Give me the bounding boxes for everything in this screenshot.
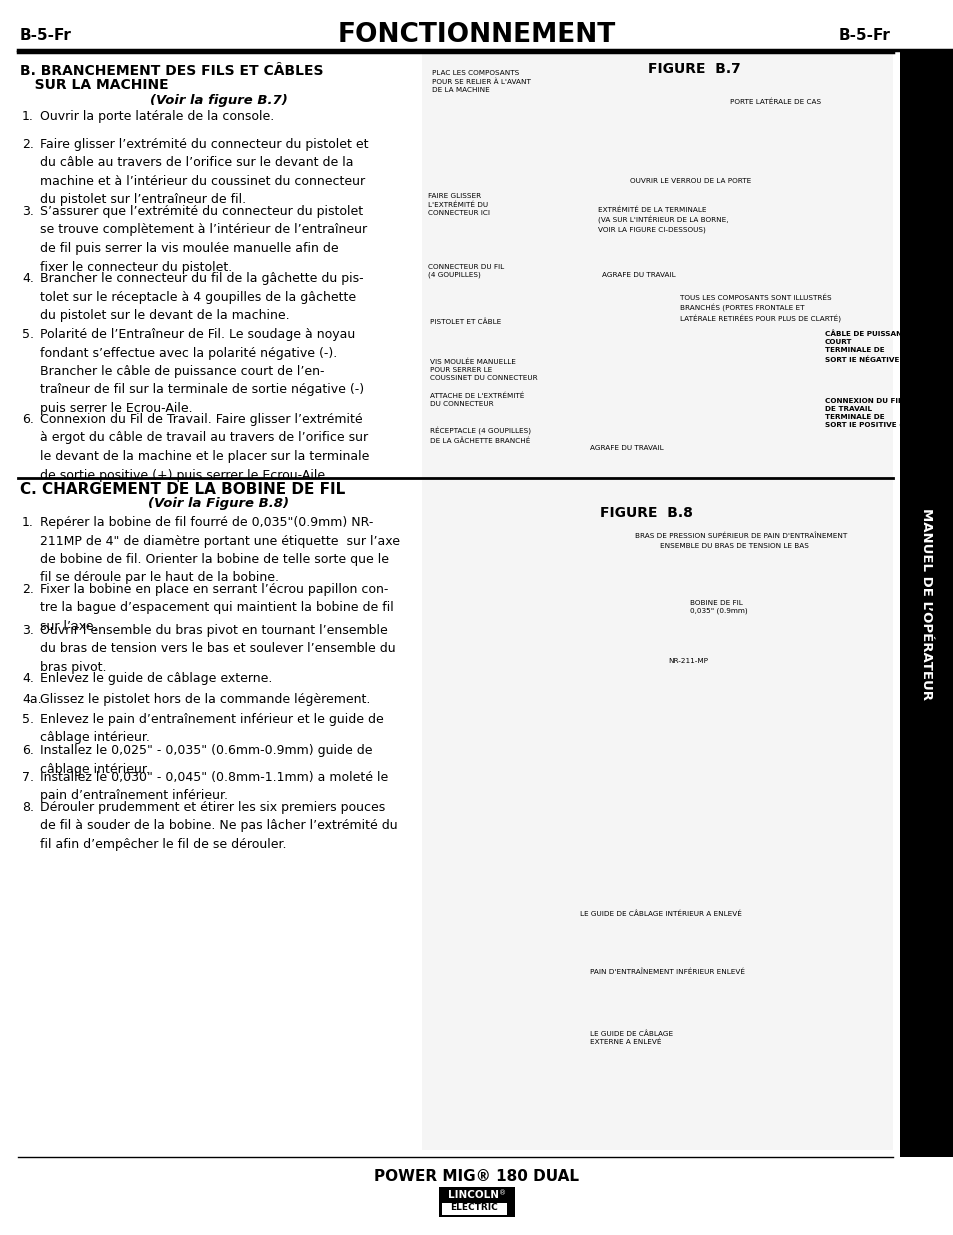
- Text: CONNEXION DU FIL
DE TRAVAIL
TERMINALE DE
SORT IE POSITIVE (+): CONNEXION DU FIL DE TRAVAIL TERMINALE DE…: [824, 398, 911, 429]
- Text: (Voir la Figure B.8): (Voir la Figure B.8): [149, 496, 289, 510]
- Text: AGRAFE DU TRAVAIL: AGRAFE DU TRAVAIL: [589, 445, 663, 451]
- Text: BOBINE DE FIL
0,035" (0.9mm): BOBINE DE FIL 0,035" (0.9mm): [689, 600, 747, 615]
- Text: NR-211-MP: NR-211-MP: [667, 658, 707, 664]
- Text: POWER MIG® 180 DUAL: POWER MIG® 180 DUAL: [375, 1170, 578, 1184]
- Text: Enlevez le guide de câblage externe.: Enlevez le guide de câblage externe.: [40, 672, 273, 685]
- Text: TOUS LES COMPOSANTS SONT ILLUSTRÉS
BRANCHÉS (PORTES FRONTALE ET
LATÉRALE RETIRÉE: TOUS LES COMPOSANTS SONT ILLUSTRÉS BRANC…: [679, 295, 841, 322]
- Text: B-5-Fr: B-5-Fr: [20, 27, 71, 42]
- Bar: [421, 480, 892, 1150]
- Text: CONNECTEUR DU FIL
(4 GOUPILLES): CONNECTEUR DU FIL (4 GOUPILLES): [428, 264, 503, 279]
- Text: Faire glisser l’extrémité du connecteur du pistolet et
du câble au travers de l’: Faire glisser l’extrémité du connecteur …: [40, 138, 368, 206]
- Text: 4a.: 4a.: [22, 693, 42, 706]
- Text: 6.: 6.: [22, 743, 34, 757]
- Text: SUR LA MACHINE: SUR LA MACHINE: [20, 78, 169, 91]
- Bar: [421, 52, 892, 478]
- Text: CÂBLE DE PUISSANCE
COURT
TERMINALE DE
SORT IE NÉGATIVE (-): CÂBLE DE PUISSANCE COURT TERMINALE DE SO…: [824, 330, 911, 363]
- Text: OUVRIR LE VERROU DE LA PORTE: OUVRIR LE VERROU DE LA PORTE: [629, 178, 750, 184]
- Text: 7.: 7.: [22, 771, 34, 784]
- Text: Installez le 0,025" - 0,035" (0.6mm-0.9mm) guide de
câblage intérieur.: Installez le 0,025" - 0,035" (0.6mm-0.9m…: [40, 743, 372, 776]
- Text: LE GUIDE DE CÂBLAGE
EXTERNE A ENLEVÉ: LE GUIDE DE CÂBLAGE EXTERNE A ENLEVÉ: [589, 1030, 673, 1045]
- Text: EXTRÉMITÉ DE LA TERMINALE
(VA SUR L'INTÉRIEUR DE LA BORNE,
VOIR LA FIGURE CI-DES: EXTRÉMITÉ DE LA TERMINALE (VA SUR L'INTÉ…: [598, 207, 728, 232]
- Text: 4.: 4.: [22, 672, 34, 685]
- Text: Polarité de l’Entraîneur de Fil. Le soudage à noyau
fondant s’effectue avec la p: Polarité de l’Entraîneur de Fil. Le soud…: [40, 329, 364, 415]
- Bar: [438, 1187, 515, 1216]
- Text: 1.: 1.: [22, 110, 34, 124]
- Text: PISTOLET ET CÂBLE: PISTOLET ET CÂBLE: [430, 317, 500, 325]
- Text: Enlevez le pain d’entraînement inférieur et le guide de
câblage intérieur.: Enlevez le pain d’entraînement inférieur…: [40, 713, 383, 745]
- Text: PORTE LATÉRALE DE CAS: PORTE LATÉRALE DE CAS: [729, 98, 821, 105]
- Text: RÉCEPTACLE (4 GOUPILLES)
DE LA GÂCHETTE BRANCHÉ: RÉCEPTACLE (4 GOUPILLES) DE LA GÂCHETTE …: [430, 427, 531, 443]
- Text: ®: ®: [498, 1191, 506, 1195]
- Text: PLAC LES COMPOSANTS
POUR SE RELIER À L'AVANT
DE LA MACHINE: PLAC LES COMPOSANTS POUR SE RELIER À L'A…: [432, 70, 530, 93]
- Text: LE GUIDE DE CÂBLAGE INTÉRIEUR A ENLEVÉ: LE GUIDE DE CÂBLAGE INTÉRIEUR A ENLEVÉ: [579, 910, 741, 916]
- Text: FIGURE  B.8: FIGURE B.8: [599, 506, 692, 520]
- Text: Connexion du Fil de Travail. Faire glisser l’extrémité
à ergot du câble de trava: Connexion du Fil de Travail. Faire gliss…: [40, 412, 369, 482]
- Text: Fixer la bobine en place en serrant l’écrou papillon con-
tre la bague d’espacem: Fixer la bobine en place en serrant l’éc…: [40, 583, 394, 634]
- Text: S’assurer que l’extrémité du connecteur du pistolet
se trouve complètement à l’i: S’assurer que l’extrémité du connecteur …: [40, 205, 367, 273]
- Text: ATTACHE DE L'EXTRÉMITÉ
DU CONNECTEUR: ATTACHE DE L'EXTRÉMITÉ DU CONNECTEUR: [430, 393, 524, 408]
- Text: Ouvrir l’ensemble du bras pivot en tournant l’ensemble
du bras de tension vers l: Ouvrir l’ensemble du bras pivot en tourn…: [40, 624, 395, 674]
- Text: MANUEL DE L’OPÉRATEUR: MANUEL DE L’OPÉRATEUR: [920, 509, 933, 700]
- Bar: [899, 52, 953, 1157]
- Text: C. CHARGEMENT DE LA BOBINE DE FIL: C. CHARGEMENT DE LA BOBINE DE FIL: [20, 482, 345, 496]
- Text: Brancher le connecteur du fil de la gâchette du pis-
tolet sur le réceptacle à 4: Brancher le connecteur du fil de la gâch…: [40, 272, 363, 322]
- Text: 3.: 3.: [22, 205, 34, 219]
- Text: FAIRE GLISSER
L'EXTRÉMITÉ DU
CONNECTEUR ICI: FAIRE GLISSER L'EXTRÉMITÉ DU CONNECTEUR …: [428, 193, 490, 216]
- Text: 6.: 6.: [22, 412, 34, 426]
- Text: ENSEMBLE DU BRAS DE TENSION LE BAS: ENSEMBLE DU BRAS DE TENSION LE BAS: [659, 543, 808, 550]
- Text: 2.: 2.: [22, 138, 34, 151]
- Text: BRAS DE PRESSION SUPÉRIEUR DE PAIN D'ENTRAÎNEMENT: BRAS DE PRESSION SUPÉRIEUR DE PAIN D'ENT…: [635, 532, 846, 538]
- Text: AGRAFE DU TRAVAIL: AGRAFE DU TRAVAIL: [601, 272, 675, 278]
- Text: 3.: 3.: [22, 624, 34, 637]
- Text: PAIN D'ENTRAÎNEMENT INFÉRIEUR ENLEVÉ: PAIN D'ENTRAÎNEMENT INFÉRIEUR ENLEVÉ: [589, 968, 744, 974]
- Text: Glissez le pistolet hors de la commande légèrement.: Glissez le pistolet hors de la commande …: [40, 693, 370, 706]
- Bar: [441, 1203, 506, 1215]
- Text: B. BRANCHEMENT DES FILS ET CÂBLES: B. BRANCHEMENT DES FILS ET CÂBLES: [20, 64, 323, 78]
- Text: (Voir la figure B.7): (Voir la figure B.7): [150, 94, 288, 107]
- Text: VIS MOULÉE MANUELLE
POUR SERRER LE
COUSSINET DU CONNECTEUR: VIS MOULÉE MANUELLE POUR SERRER LE COUSS…: [430, 358, 537, 380]
- Text: 2.: 2.: [22, 583, 34, 597]
- Text: B-5-Fr: B-5-Fr: [839, 27, 890, 42]
- Text: Ouvrir la porte latérale de la console.: Ouvrir la porte latérale de la console.: [40, 110, 274, 124]
- Text: 8.: 8.: [22, 802, 34, 814]
- Text: LINCOLN: LINCOLN: [448, 1191, 499, 1200]
- Text: FONCTIONNEMENT: FONCTIONNEMENT: [337, 22, 616, 48]
- Text: Repérer la bobine de fil fourré de 0,035"(0.9mm) NR-
211MP de 4" de diamètre por: Repérer la bobine de fil fourré de 0,035…: [40, 516, 399, 584]
- Text: Dérouler prudemment et étirer les six premiers pouces
de fil à souder de la bobi: Dérouler prudemment et étirer les six pr…: [40, 802, 397, 851]
- Text: 1.: 1.: [22, 516, 34, 529]
- Text: 5.: 5.: [22, 713, 34, 726]
- Text: Installez le 0,030" - 0,045" (0.8mm-1.1mm) a moleté le
pain d’entraînement infér: Installez le 0,030" - 0,045" (0.8mm-1.1m…: [40, 771, 388, 803]
- Text: FIGURE  B.7: FIGURE B.7: [647, 62, 740, 77]
- Text: 5.: 5.: [22, 329, 34, 341]
- Text: 4.: 4.: [22, 272, 34, 285]
- Text: ELECTRIC: ELECTRIC: [450, 1203, 497, 1212]
